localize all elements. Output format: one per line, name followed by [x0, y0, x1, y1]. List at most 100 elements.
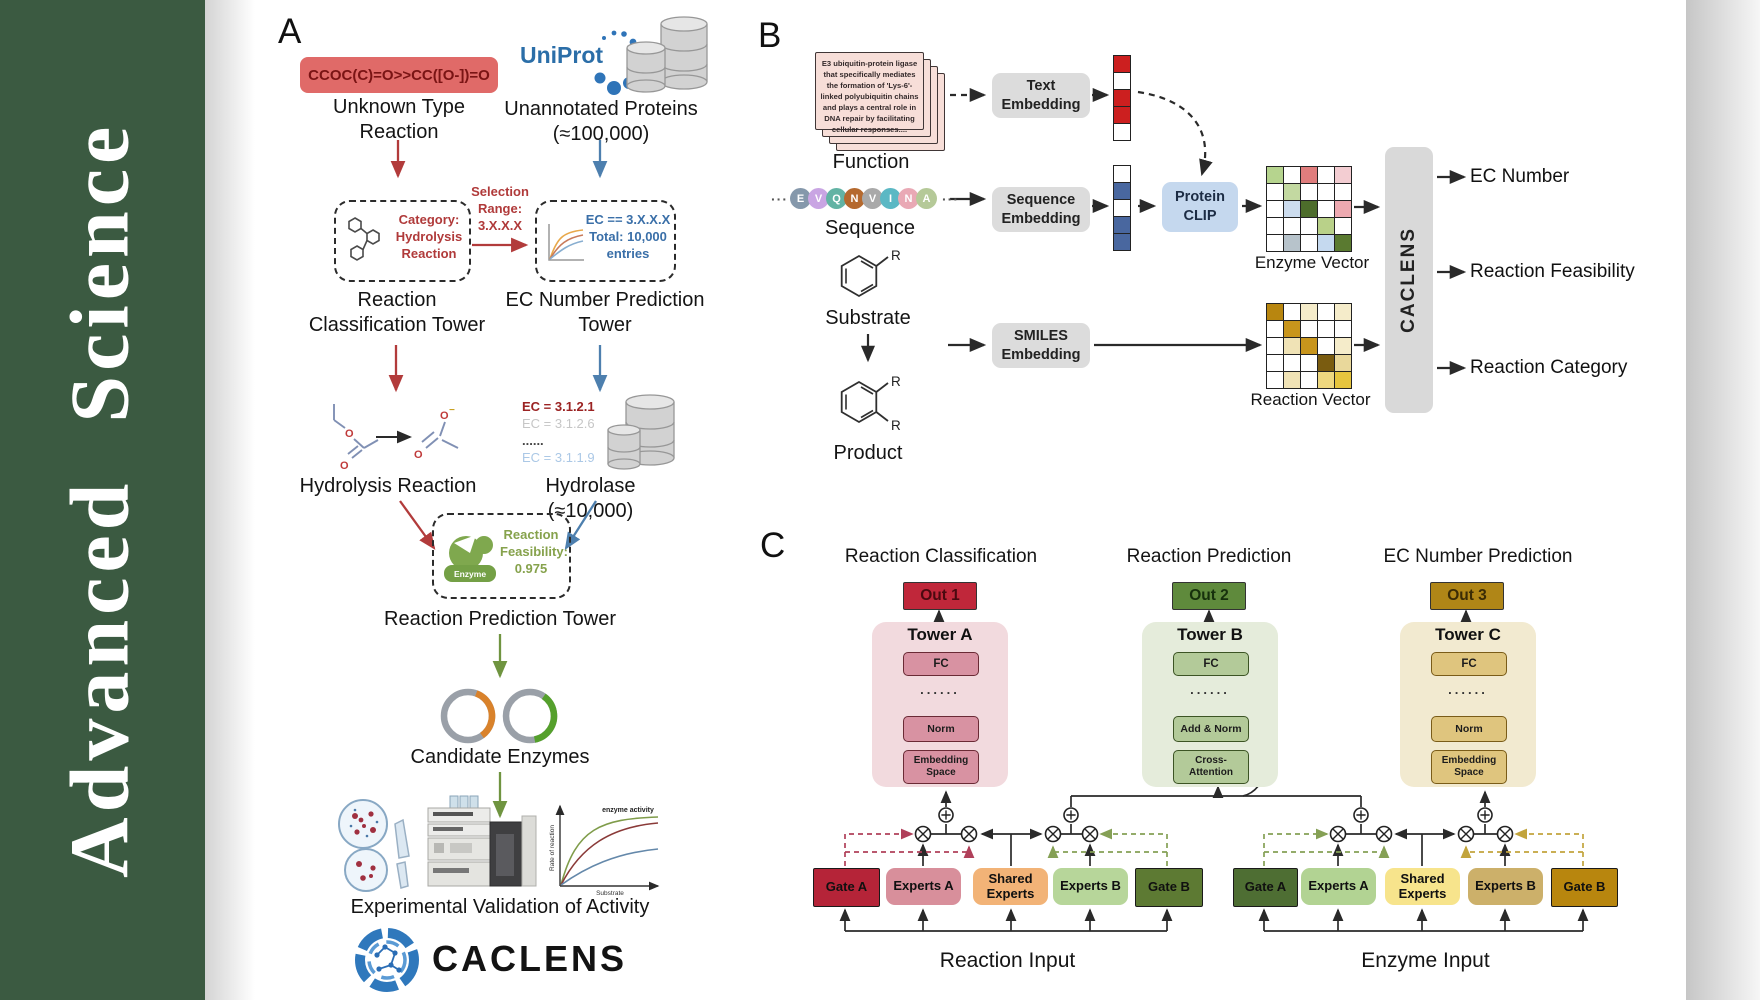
validation-label: Experimental Validation of Activity: [350, 896, 650, 918]
sequence-ellipsis: ···: [942, 190, 959, 207]
panel-b-arrows: [860, 87, 1467, 376]
caclens-logo-icon: [355, 928, 419, 992]
vector-cell: [1114, 234, 1130, 250]
residue-circle: N: [844, 188, 865, 209]
vector-cell: [1301, 235, 1317, 251]
substrate-label: Substrate: [825, 307, 911, 329]
sequence-embedding-vector: [1113, 165, 1131, 251]
vector-cell: [1284, 355, 1300, 371]
uniprot-logo: UniProt: [520, 42, 604, 68]
right-gate-b: Gate B: [1551, 868, 1618, 907]
hplc-instrument-icon: [427, 795, 537, 887]
vector-cell: [1267, 235, 1283, 251]
vector-cell: [1284, 218, 1300, 234]
svg-text:O: O: [340, 460, 349, 472]
vector-cell: [1335, 184, 1351, 200]
residue-circle: V: [862, 188, 883, 209]
out1-box: Out 1: [903, 582, 977, 610]
caclens-logo-text: CACLENS: [432, 938, 628, 979]
residue-circle: I: [880, 188, 901, 209]
journal-name: Advanced Science: [53, 121, 147, 879]
header-reaction-prediction: Reaction Prediction: [1126, 546, 1292, 567]
vector-cell: [1267, 201, 1283, 217]
tower-c-embedding-space: Embedding Space: [1431, 750, 1507, 784]
enzyme-icon: Enzyme: [444, 535, 496, 582]
vector-cell: [1335, 235, 1351, 251]
tower-b-fc: FC: [1173, 652, 1249, 676]
vector-cell: [1267, 321, 1283, 337]
plot-curve-label: enzyme activity: [602, 807, 654, 814]
vector-cell: [1301, 355, 1317, 371]
journal-sidebar: Advanced Science: [0, 0, 205, 1000]
vector-cell: [1318, 201, 1334, 217]
page-right-shadow: [1686, 0, 1760, 1000]
svg-text:O: O: [414, 449, 423, 461]
vector-cell: [1318, 184, 1334, 200]
sequence-embedding-box: Sequence Embedding: [992, 187, 1090, 232]
vector-cell: [1335, 304, 1351, 320]
ec-number-item: EC = 3.1.2.6: [522, 415, 595, 431]
protein-clip-box: Protein CLIP: [1162, 182, 1238, 232]
vector-cell: [1301, 201, 1317, 217]
tower-a: Tower A FC ...... Norm Embedding Space: [872, 622, 1008, 787]
reaction-classification-box: Category: Hydrolysis Reaction: [334, 200, 471, 282]
vector-cell: [1114, 56, 1130, 72]
text-embedding-vector: [1113, 55, 1131, 141]
left-experts-a: Experts A: [886, 868, 961, 905]
out3-box: Out 3: [1430, 582, 1504, 610]
tower-c-title: Tower C: [1435, 625, 1501, 644]
vector-cell: [1318, 235, 1334, 251]
ec-prediction-box: EC == 3.X.X.X Total: 10,000 entries: [535, 200, 676, 282]
tower-b-cross-attention: Cross- Attention: [1173, 750, 1249, 784]
product-molecule-icon: R R: [840, 374, 901, 433]
tower2-label: EC Number Prediction Tower: [505, 289, 705, 336]
function-label: Function: [832, 151, 910, 173]
text-embedding-box: Text Embedding: [992, 73, 1090, 118]
vector-cell: [1284, 372, 1300, 388]
vector-cell: [1301, 184, 1317, 200]
tower-c: Tower C FC ...... Norm Embedding Space: [1400, 622, 1536, 787]
enzyme-vector-label: Enzyme Vector: [1254, 253, 1370, 272]
left-experts-b: Experts B: [1053, 868, 1128, 905]
smiles-reaction-box: CCOC(C)=O>>CC([O-])=O: [300, 57, 498, 93]
output-ec-number: EC Number: [1470, 166, 1570, 187]
vector-cell: [1335, 338, 1351, 354]
tower-a-dots: ......: [920, 682, 960, 697]
vector-cell: [1301, 304, 1317, 320]
ec-number-item: EC = 3.1.2.1: [522, 399, 595, 414]
ec-total-label: EC == 3.X.X.X Total: 10,000 entries: [585, 212, 671, 261]
vector-cell: [1318, 338, 1334, 354]
ec-number-item: EC = 3.1.1.9: [522, 449, 595, 465]
out2-box: Out 2: [1172, 582, 1246, 610]
product-label: Product: [833, 442, 903, 464]
tower-b-dots: ......: [1190, 682, 1230, 697]
substrate-r-label: R: [891, 248, 901, 263]
vector-cell: [1335, 218, 1351, 234]
vector-cell: [1318, 355, 1334, 371]
right-experts-b: Experts B: [1468, 868, 1543, 905]
vector-cell: [1284, 235, 1300, 251]
svg-text:O: O: [440, 410, 449, 422]
vector-cell: [1267, 218, 1283, 234]
vector-cell: [1267, 355, 1283, 371]
hydrolase-label: Hydrolase (≈10,000): [545, 475, 636, 522]
plot-xlabel: Substrate: [596, 890, 624, 897]
reaction-vector-grid: [1266, 303, 1352, 389]
vector-cell: [1318, 372, 1334, 388]
panel-c-label: C: [760, 526, 786, 565]
svg-text:O: O: [345, 428, 354, 440]
vector-cell: [1335, 321, 1351, 337]
vector-cell: [1301, 338, 1317, 354]
residue-circle: V: [808, 188, 829, 209]
header-ec-number-prediction: EC Number Prediction: [1383, 546, 1573, 567]
vector-cell: [1267, 304, 1283, 320]
vector-cell: [1301, 321, 1317, 337]
substrate-molecule-icon: R: [840, 248, 901, 298]
panel-c-wires: [839, 609, 1589, 932]
plot-ylabel: Rate of reaction: [549, 825, 556, 871]
residue-circle: Q: [826, 188, 847, 209]
tower-a-fc: FC: [903, 652, 979, 676]
